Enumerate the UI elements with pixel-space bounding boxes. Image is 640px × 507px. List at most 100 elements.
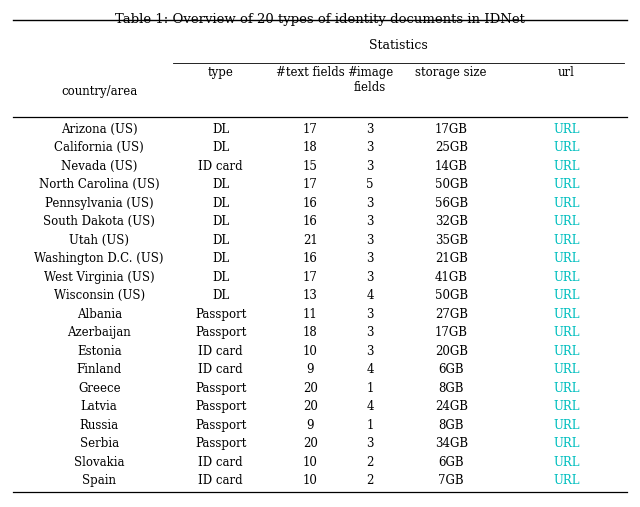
Text: 3: 3 [366, 308, 374, 320]
Text: 16: 16 [303, 197, 318, 209]
Text: type: type [208, 66, 234, 79]
Text: 2: 2 [366, 456, 374, 468]
Text: Statistics: Statistics [369, 39, 428, 52]
Text: 3: 3 [366, 252, 374, 265]
Text: storage size: storage size [415, 66, 487, 79]
Text: Passport: Passport [195, 400, 246, 413]
Text: 50GB: 50GB [435, 178, 468, 191]
Text: ID card: ID card [198, 160, 243, 172]
Text: URL: URL [553, 474, 580, 487]
Text: 2: 2 [366, 474, 374, 487]
Text: West Virginia (US): West Virginia (US) [44, 271, 154, 283]
Text: Nevada (US): Nevada (US) [61, 160, 138, 172]
Text: DL: DL [212, 234, 229, 246]
Text: 3: 3 [366, 271, 374, 283]
Text: 3: 3 [366, 123, 374, 135]
Text: URL: URL [553, 419, 580, 431]
Text: Wisconsin (US): Wisconsin (US) [54, 289, 145, 302]
Text: Estonia: Estonia [77, 345, 122, 357]
Text: 21GB: 21GB [435, 252, 468, 265]
Text: 15: 15 [303, 160, 318, 172]
Text: 25GB: 25GB [435, 141, 468, 154]
Text: 8GB: 8GB [438, 419, 464, 431]
Text: 3: 3 [366, 326, 374, 339]
Text: Spain: Spain [82, 474, 116, 487]
Text: 20: 20 [303, 400, 318, 413]
Text: DL: DL [212, 178, 229, 191]
Text: 20: 20 [303, 382, 318, 394]
Text: URL: URL [553, 363, 580, 376]
Text: 6GB: 6GB [438, 363, 464, 376]
Text: URL: URL [553, 123, 580, 135]
Text: 1: 1 [366, 419, 374, 431]
Text: ID card: ID card [198, 363, 243, 376]
Text: 17GB: 17GB [435, 326, 468, 339]
Text: DL: DL [212, 123, 229, 135]
Text: URL: URL [553, 456, 580, 468]
Text: South Dakota (US): South Dakota (US) [44, 215, 155, 228]
Text: Passport: Passport [195, 437, 246, 450]
Text: Washington D.C. (US): Washington D.C. (US) [35, 252, 164, 265]
Text: 5: 5 [366, 178, 374, 191]
Text: 32GB: 32GB [435, 215, 468, 228]
Text: DL: DL [212, 141, 229, 154]
Text: 4: 4 [366, 363, 374, 376]
Text: 3: 3 [366, 215, 374, 228]
Text: 10: 10 [303, 456, 318, 468]
Text: 11: 11 [303, 308, 318, 320]
Text: Russia: Russia [79, 419, 119, 431]
Text: URL: URL [553, 160, 580, 172]
Text: 27GB: 27GB [435, 308, 468, 320]
Text: 16: 16 [303, 215, 318, 228]
Text: DL: DL [212, 197, 229, 209]
Text: URL: URL [553, 345, 580, 357]
Text: #image
fields: #image fields [347, 66, 393, 94]
Text: URL: URL [553, 215, 580, 228]
Text: URL: URL [553, 400, 580, 413]
Text: Slovakia: Slovakia [74, 456, 124, 468]
Text: Greece: Greece [78, 382, 120, 394]
Text: URL: URL [553, 437, 580, 450]
Text: 35GB: 35GB [435, 234, 468, 246]
Text: Latvia: Latvia [81, 400, 118, 413]
Text: 10: 10 [303, 345, 318, 357]
Text: URL: URL [553, 252, 580, 265]
Text: 17: 17 [303, 123, 318, 135]
Text: 34GB: 34GB [435, 437, 468, 450]
Text: 16: 16 [303, 252, 318, 265]
Text: Serbia: Serbia [79, 437, 119, 450]
Text: 17GB: 17GB [435, 123, 468, 135]
Text: Finland: Finland [77, 363, 122, 376]
Text: 4: 4 [366, 289, 374, 302]
Text: 7GB: 7GB [438, 474, 464, 487]
Text: DL: DL [212, 289, 229, 302]
Text: ID card: ID card [198, 474, 243, 487]
Text: 3: 3 [366, 197, 374, 209]
Text: 4: 4 [366, 400, 374, 413]
Text: #text fields: #text fields [276, 66, 345, 79]
Text: 14GB: 14GB [435, 160, 468, 172]
Text: 18: 18 [303, 326, 318, 339]
Text: Albania: Albania [77, 308, 122, 320]
Text: URL: URL [553, 308, 580, 320]
Text: url: url [558, 66, 575, 79]
Text: 20GB: 20GB [435, 345, 468, 357]
Text: Passport: Passport [195, 382, 246, 394]
Text: URL: URL [553, 289, 580, 302]
Text: 17: 17 [303, 271, 318, 283]
Text: 17: 17 [303, 178, 318, 191]
Text: North Carolina (US): North Carolina (US) [39, 178, 159, 191]
Text: URL: URL [553, 234, 580, 246]
Text: 24GB: 24GB [435, 400, 468, 413]
Text: Passport: Passport [195, 419, 246, 431]
Text: Pennsylvania (US): Pennsylvania (US) [45, 197, 154, 209]
Text: Table 1: Overview of 20 types of identity documents in IDNet: Table 1: Overview of 20 types of identit… [115, 13, 525, 26]
Text: 21: 21 [303, 234, 318, 246]
Text: 9: 9 [307, 363, 314, 376]
Text: 20: 20 [303, 437, 318, 450]
Text: 41GB: 41GB [435, 271, 468, 283]
Text: 56GB: 56GB [435, 197, 468, 209]
Text: Azerbaijan: Azerbaijan [67, 326, 131, 339]
Text: URL: URL [553, 178, 580, 191]
Text: country/area: country/area [61, 85, 138, 98]
